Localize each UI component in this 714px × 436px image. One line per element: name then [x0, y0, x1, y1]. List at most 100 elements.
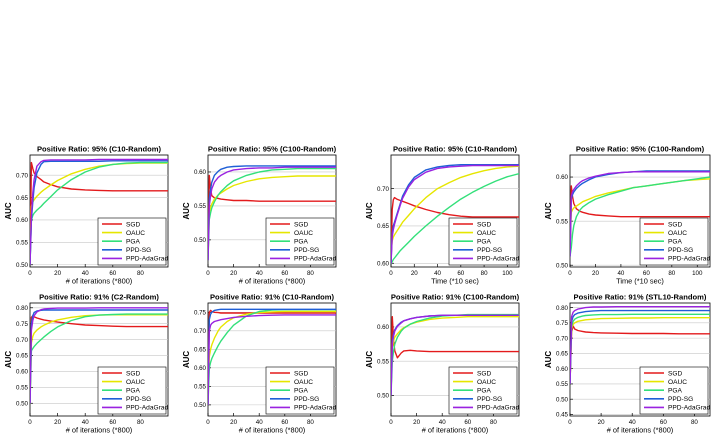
- y-tick-label: 0.50: [377, 393, 390, 400]
- x-tick-label: 80: [137, 270, 144, 277]
- y-tick-label: 0.55: [16, 240, 29, 247]
- y-tick-label: 0.55: [377, 358, 390, 365]
- chart-panel-8: 0.45 0.50 0.55 0.60 0.65 0.70 0.75 0.80 0 20 40 60 8…: [544, 293, 710, 435]
- series-line-ppd-adagrad: [208, 314, 336, 405]
- y-axis-label: AUC: [182, 202, 191, 220]
- x-tick-label: 60: [457, 270, 464, 277]
- y-tick-label: 0.65: [16, 353, 29, 360]
- x-axis-label: # of iterations (*800): [66, 277, 133, 286]
- legend-label: PPD-AdaGrad: [477, 256, 519, 263]
- series-line-sgd: [570, 185, 710, 257]
- legend-label: OAUC: [668, 230, 687, 237]
- x-tick-label: 0: [28, 419, 32, 426]
- chart-panel-4: 0.50 0.55 0.60 0 20 40 60 80 100 Positive Ratio: …: [544, 145, 710, 286]
- legend-label: PGA: [294, 239, 309, 246]
- x-tick-label: 40: [82, 419, 89, 426]
- series-line-ppd-adagrad: [30, 307, 168, 404]
- x-tick-label: 80: [691, 419, 698, 426]
- x-tick-label: 80: [490, 419, 497, 426]
- y-tick-label: 0.60: [16, 369, 29, 376]
- y-axis-label: AUC: [4, 202, 13, 220]
- x-tick-label: 20: [413, 419, 420, 426]
- y-tick-label: 0.65: [194, 347, 207, 354]
- x-tick-label: 60: [109, 419, 116, 426]
- legend-label: OAUC: [126, 379, 145, 386]
- y-tick-label: 0.50: [556, 262, 569, 269]
- series-line-ppd-adagrad: [570, 171, 710, 257]
- legend-label: SGD: [477, 370, 492, 377]
- y-tick-label: 0.80: [16, 305, 29, 312]
- series-line-sgd: [570, 325, 710, 384]
- x-axis-label: # of iterations (*800): [422, 426, 489, 435]
- series-line-pga: [570, 313, 710, 384]
- series-line-ppd-sg: [30, 309, 168, 404]
- x-axis-label: # of iterations (*800): [66, 426, 133, 435]
- legend-label: OAUC: [126, 230, 145, 237]
- chart-title: Positive Ratio: 95% (C10-Random): [37, 145, 162, 154]
- x-axis-label: Time (*10 sec): [431, 277, 479, 286]
- x-tick-label: 60: [464, 419, 471, 426]
- x-tick-label: 20: [592, 270, 599, 277]
- x-tick-label: 40: [629, 419, 636, 426]
- chart-panel-3: 0.60 0.65 0.70 0 20 40 60 80 100 Positive Ratio: …: [365, 145, 519, 286]
- x-tick-label: 20: [598, 419, 605, 426]
- legend-label: SGD: [294, 221, 309, 228]
- legend-label: PPD-AdaGrad: [294, 256, 336, 263]
- chart-title: Positive Ratio: 91% (C2-Random): [39, 293, 159, 302]
- y-tick-label: 0.55: [16, 385, 29, 392]
- y-tick-label: 0.70: [194, 328, 207, 335]
- y-axis-label: AUC: [4, 351, 13, 369]
- legend-label: PPD-SG: [668, 396, 693, 403]
- x-tick-label: 0: [568, 419, 572, 426]
- x-tick-label: 60: [109, 270, 116, 277]
- x-tick-label: 40: [82, 270, 89, 277]
- x-tick-label: 0: [389, 419, 393, 426]
- legend-label: OAUC: [668, 379, 687, 386]
- x-tick-label: 20: [54, 270, 61, 277]
- legend-label: PGA: [668, 239, 683, 246]
- y-tick-label: 0.55: [556, 381, 569, 388]
- x-tick-label: 80: [307, 419, 314, 426]
- y-tick-label: 0.80: [556, 305, 569, 312]
- series-line-pga: [30, 313, 168, 404]
- series-line-ppd-adagrad: [391, 314, 519, 396]
- x-tick-label: 0: [568, 270, 572, 277]
- y-tick-label: 0.50: [16, 400, 29, 407]
- y-tick-label: 0.45: [556, 412, 569, 419]
- series-line-ppd-adagrad: [570, 306, 710, 384]
- series-line-ppd-sg: [208, 308, 336, 405]
- y-axis-label: AUC: [544, 351, 553, 369]
- legend-label: OAUC: [477, 230, 496, 237]
- series-line-ppd-sg: [570, 170, 710, 257]
- y-tick-label: 0.50: [556, 396, 569, 403]
- y-axis-label: AUC: [544, 202, 553, 220]
- legend-label: PGA: [294, 388, 309, 395]
- series-line-pga: [391, 173, 519, 264]
- y-tick-label: 0.60: [556, 174, 569, 181]
- x-tick-label: 60: [281, 270, 288, 277]
- y-tick-label: 0.65: [377, 223, 390, 230]
- x-tick-label: 40: [256, 419, 263, 426]
- legend-label: PGA: [668, 388, 683, 395]
- legend-label: PPD-AdaGrad: [668, 405, 710, 412]
- series-line-ppd-sg: [208, 165, 336, 261]
- legend-label: SGD: [477, 221, 492, 228]
- legend-label: PGA: [126, 239, 141, 246]
- legend-label: PPD-AdaGrad: [126, 405, 168, 412]
- series-line-oauc: [208, 175, 336, 261]
- legend-label: PGA: [477, 388, 492, 395]
- x-axis-label: # of iterations (*800): [239, 277, 306, 286]
- y-tick-label: 0.50: [194, 237, 207, 244]
- legend-label: PPD-AdaGrad: [668, 256, 710, 263]
- chart-panel-6: 0.50 0.55 0.60 0.65 0.70 0.75 0 20 40 60 80 Positiv…: [182, 293, 336, 435]
- series-line-sgd: [30, 161, 168, 265]
- x-tick-label: 20: [230, 270, 237, 277]
- y-tick-label: 0.50: [16, 262, 29, 269]
- y-tick-label: 0.60: [377, 324, 390, 331]
- x-tick-label: 20: [54, 419, 61, 426]
